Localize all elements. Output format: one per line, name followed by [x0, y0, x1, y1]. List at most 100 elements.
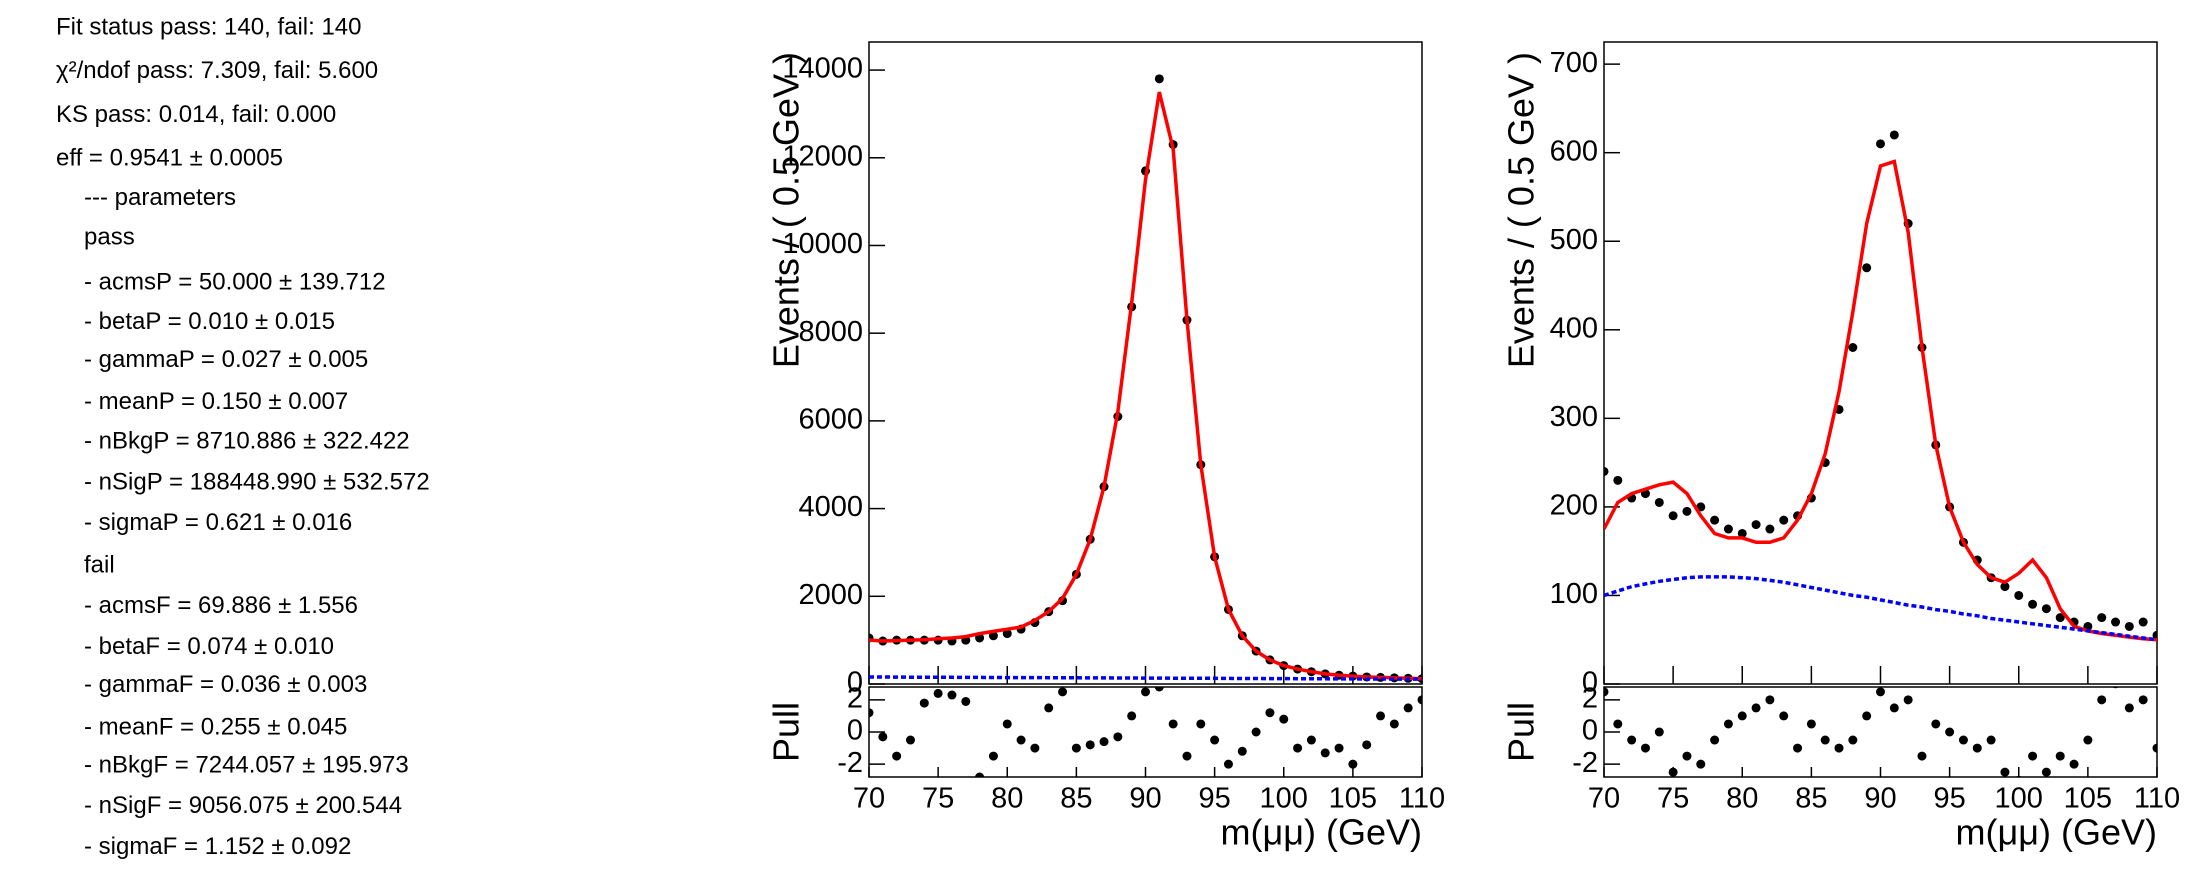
fit-info-line: Fit status pass: 140, fail: 140: [56, 14, 362, 41]
x-tick-label: 75: [922, 783, 954, 815]
data-point: [919, 698, 929, 708]
x-tick-label: 110: [2134, 783, 2180, 815]
fit-info-line: - gammaF = 0.036 ± 0.003: [84, 671, 367, 698]
data-point: [1154, 687, 1164, 692]
data-point: [1654, 497, 1664, 507]
data-point: [2041, 767, 2051, 777]
data-point: [1362, 740, 1372, 750]
y-tick-label: 4000: [798, 491, 863, 523]
data-point: [1710, 515, 1720, 525]
data-point: [1002, 719, 1012, 729]
plot-area: [1604, 130, 2157, 642]
data-point: [1903, 695, 1913, 705]
y-tick-label: 6000: [798, 404, 863, 436]
data-point: [2111, 617, 2121, 627]
data-point: [1668, 767, 1678, 777]
data-point: [1945, 727, 1955, 737]
data-point: [1751, 703, 1761, 713]
background-curve: [869, 675, 1422, 681]
data-point: [1779, 515, 1789, 525]
data-point: [1820, 735, 1830, 745]
data-point: [1779, 711, 1789, 721]
data-point: [1030, 743, 1040, 753]
fit-info-line: - meanF = 0.255 ± 0.045: [84, 713, 347, 740]
plot-area: [869, 74, 1422, 684]
y-tick-label: 12000: [782, 140, 863, 172]
fit-info-line: - sigmaF = 1.152 ± 0.092: [84, 833, 351, 860]
data-point: [1751, 520, 1761, 530]
data-point: [1196, 719, 1206, 729]
data-point: [1237, 746, 1247, 756]
data-point: [2152, 743, 2157, 753]
y-tick-label: 0: [1582, 715, 1598, 747]
data-point: [1917, 751, 1927, 761]
data-point: [1654, 727, 1664, 737]
data-point: [1862, 711, 1872, 721]
data-point: [2083, 735, 2093, 745]
data-point: [869, 708, 874, 718]
data-point: [2055, 613, 2065, 623]
data-point: [2055, 751, 2065, 761]
y-tick-label: 0: [1582, 667, 1598, 699]
y-tick-label: -2: [1572, 747, 1598, 779]
data-point: [2028, 751, 2038, 761]
data-point: [2097, 695, 2107, 705]
y-tick-label: 2000: [798, 579, 863, 611]
data-point: [892, 751, 902, 761]
data-point: [1604, 466, 1609, 476]
data-point: [2097, 613, 2107, 623]
data-point: [1765, 695, 1775, 705]
data-point: [2000, 582, 2010, 592]
y-tick-label: 14000: [782, 53, 863, 85]
fit-info-line: - betaP = 0.010 ± 0.015: [84, 308, 335, 335]
data-point: [1723, 719, 1733, 729]
data-point: [1293, 743, 1303, 753]
y-tick-label: 2: [1582, 683, 1598, 715]
x-tick-label: 90: [1864, 783, 1896, 815]
data-point: [2069, 759, 2079, 769]
data-point: [1613, 475, 1623, 485]
fit-info-line: - betaF = 0.074 ± 0.010: [84, 633, 334, 660]
x-tick-label: 95: [1933, 783, 1965, 815]
y-tick-label: 400: [1550, 312, 1598, 344]
data-point: [2124, 703, 2134, 713]
x-tick-label: 110: [1399, 783, 1445, 815]
data-point: [1876, 687, 1885, 697]
data-point: [1016, 735, 1026, 745]
data-point: [1348, 759, 1358, 769]
data-point: [1876, 139, 1885, 149]
data-point: [1182, 751, 1192, 761]
x-axis-label: m(μμ) (GeV): [1221, 812, 1422, 853]
data-point: [1168, 719, 1178, 729]
y-axis-label: Events / ( 0.5 GeV ): [766, 52, 807, 368]
data-point: [1848, 735, 1858, 745]
y-tick-label: 2: [847, 683, 863, 715]
data-point: [1737, 528, 1747, 538]
x-tick-label: 85: [1795, 783, 1827, 815]
y-tick-label: 600: [1550, 135, 1598, 167]
data-point: [2138, 695, 2148, 705]
data-point: [975, 772, 985, 777]
data-point: [2028, 599, 2038, 609]
data-point: [1127, 711, 1137, 721]
x-tick-label: 80: [991, 783, 1023, 815]
x-tick-label: 70: [1588, 783, 1620, 815]
data-point: [1806, 719, 1816, 729]
data-point: [933, 688, 943, 698]
data-point: [2138, 617, 2148, 627]
y-tick-label: 8000: [798, 316, 863, 348]
y-tick-label: 100: [1550, 578, 1598, 610]
data-point: [2015, 775, 2022, 777]
data-point: [1210, 735, 1220, 745]
x-tick-label: 105: [1329, 783, 1377, 815]
data-point: [905, 735, 915, 745]
data-point: [878, 732, 888, 742]
data-point: [1931, 719, 1941, 729]
fit-info-line: - acmsF = 69.886 ± 1.556: [84, 592, 358, 619]
data-point: [2041, 604, 2051, 614]
data-point: [1154, 74, 1164, 84]
